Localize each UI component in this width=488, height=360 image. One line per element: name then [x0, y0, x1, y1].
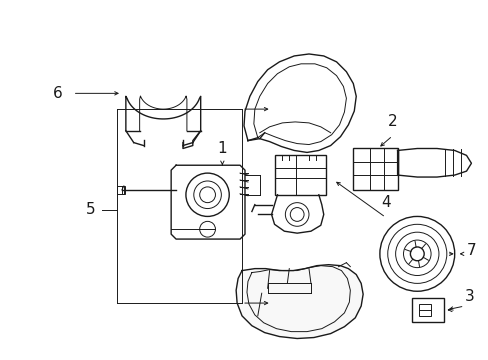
Text: 6: 6 [53, 86, 62, 101]
Text: 3: 3 [464, 289, 473, 304]
Text: 2: 2 [387, 114, 397, 129]
Bar [411, 298, 443, 322]
Polygon shape [236, 265, 363, 338]
Text: 5: 5 [85, 202, 95, 217]
Bar [117, 186, 124, 194]
Circle shape [409, 247, 423, 261]
Text: 1: 1 [217, 141, 227, 156]
Bar [418, 304, 430, 316]
Text: 4: 4 [380, 194, 390, 210]
Bar [274, 156, 325, 195]
Text: 7: 7 [466, 243, 475, 258]
Bar [352, 148, 397, 190]
